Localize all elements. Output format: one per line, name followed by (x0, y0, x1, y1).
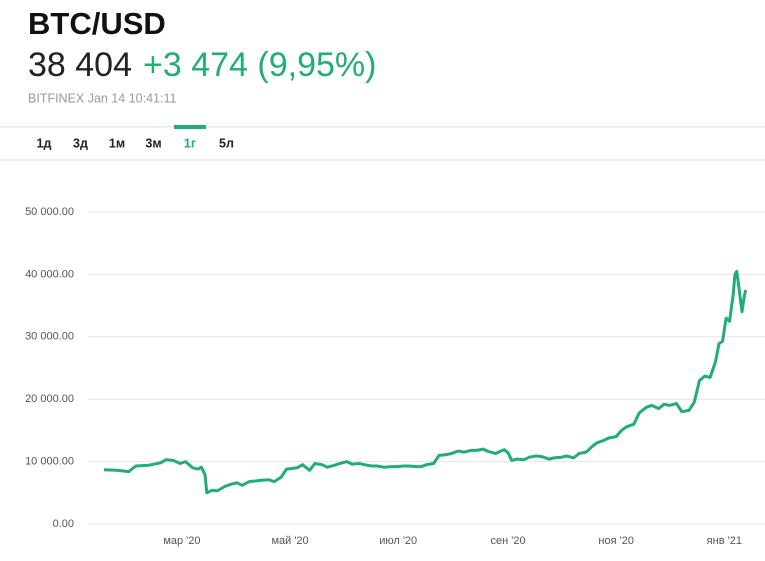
y-tick-label: 20 000.00 (25, 393, 74, 405)
x-tick-label: мар '20 (163, 535, 200, 547)
y-tick-label: 0.00 (53, 518, 74, 530)
y-tick-label: 40 000.00 (25, 268, 74, 280)
tabs: 1д 3д 1м 3м 1г 5л (37, 125, 234, 150)
tab[interactable]: 1г (184, 136, 196, 150)
x-tick-label: янв '21 (707, 535, 742, 547)
y-tick-label: 10 000.00 (25, 456, 74, 468)
x-tick-label: ноя '20 (598, 535, 634, 547)
price-change: +3 474 (9,95%) (143, 46, 376, 84)
tab[interactable]: 3м (145, 136, 161, 150)
chart-title: BTC/USD (28, 6, 166, 41)
price-line (103, 269, 748, 495)
source: BITFINEX Jan 14 10:41:11 (28, 91, 177, 105)
y-tick-label: 30 000.00 (25, 331, 74, 343)
active-tab-indicator (174, 125, 206, 129)
x-tick-label: май '20 (271, 535, 308, 547)
tab[interactable]: 1м (109, 136, 125, 150)
tab[interactable]: 1д (37, 136, 52, 150)
tab[interactable]: 3д (73, 136, 88, 150)
x-tick-label: июл '20 (379, 535, 417, 547)
tab[interactable]: 5л (219, 136, 234, 150)
y-tick-label: 50 000.00 (25, 206, 74, 218)
price: 38 404 (28, 46, 132, 84)
x-tick-label: сен '20 (491, 535, 526, 547)
